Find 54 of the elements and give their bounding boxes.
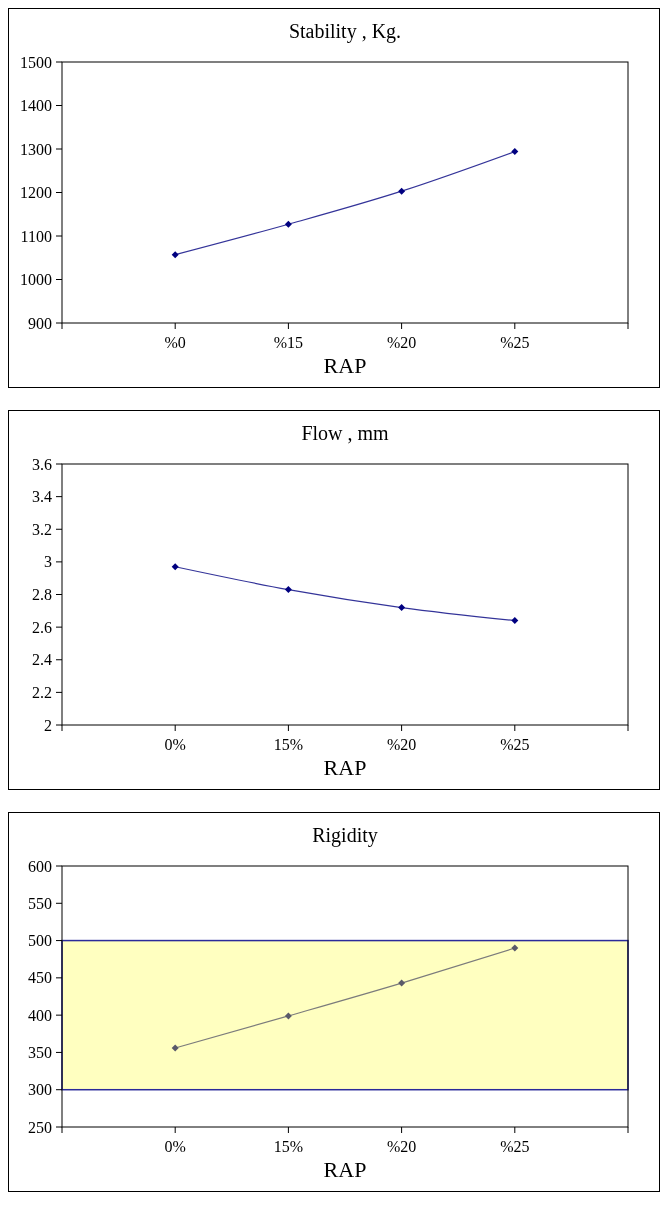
y-tick-label: 3.4 [32, 488, 52, 506]
y-tick-label: 3.6 [32, 455, 52, 473]
y-tick-label: 2.6 [32, 618, 52, 636]
x-tick-label: 15% [273, 736, 304, 753]
x-axis-title: RAP [323, 755, 367, 780]
y-tick-label: 350 [28, 1044, 52, 1062]
x-tick-label: %25 [500, 334, 530, 351]
point [511, 944, 519, 952]
y-tick-label: 3.2 [32, 520, 52, 538]
x-tick-label: %0 [164, 334, 186, 351]
y-tick-label: 600 [28, 857, 52, 875]
y-tick-label: 1500 [20, 53, 52, 71]
y-tick-label: 1000 [20, 271, 52, 289]
point [284, 220, 292, 228]
point [171, 1044, 179, 1052]
y-tick-label: 550 [28, 894, 52, 912]
x-tick-label: %15 [273, 334, 304, 351]
chart-title: Rigidity [312, 824, 378, 847]
x-tick-label: %25 [500, 736, 530, 753]
point [284, 586, 292, 594]
y-tick-label: 250 [28, 1118, 52, 1136]
x-tick-label: 15% [273, 1138, 304, 1155]
y-tick-label: 300 [28, 1081, 52, 1099]
y-tick-label: 500 [28, 932, 52, 950]
x-tick-label: %20 [386, 334, 417, 351]
point [511, 617, 519, 625]
chart-title: Flow , mm [301, 422, 390, 444]
point [398, 187, 406, 195]
y-tick-label: 2.4 [32, 651, 52, 669]
y-tick-label: 1400 [20, 97, 52, 115]
point [398, 604, 406, 612]
y-tick-label: 3 [44, 553, 52, 571]
y-tick-label: 1200 [20, 184, 52, 202]
y-tick-label: 400 [28, 1006, 52, 1024]
y-tick-label: 2 [44, 716, 52, 734]
y-tick-label: 1100 [20, 227, 52, 245]
x-tick-label: 0% [164, 736, 186, 753]
point [511, 148, 519, 156]
x-tick-label: %25 [500, 1138, 530, 1155]
chart-title: Stability , Kg. [288, 20, 402, 43]
x-tick-label: %20 [386, 1138, 417, 1155]
y-tick-label: 450 [28, 969, 52, 987]
x-axis-title: RAP [323, 353, 367, 378]
x-tick-label: 0% [164, 1138, 186, 1155]
x-axis-title: RAP [323, 1157, 367, 1182]
y-tick-label: 900 [28, 314, 52, 332]
point [398, 979, 406, 987]
y-tick-label: 2.8 [32, 586, 52, 604]
x-tick-label: %20 [386, 736, 417, 753]
y-tick-label: 2.2 [32, 683, 52, 701]
point [171, 563, 179, 571]
point [171, 251, 179, 259]
y-tick-label: 1300 [20, 140, 52, 158]
point [284, 1012, 292, 1020]
